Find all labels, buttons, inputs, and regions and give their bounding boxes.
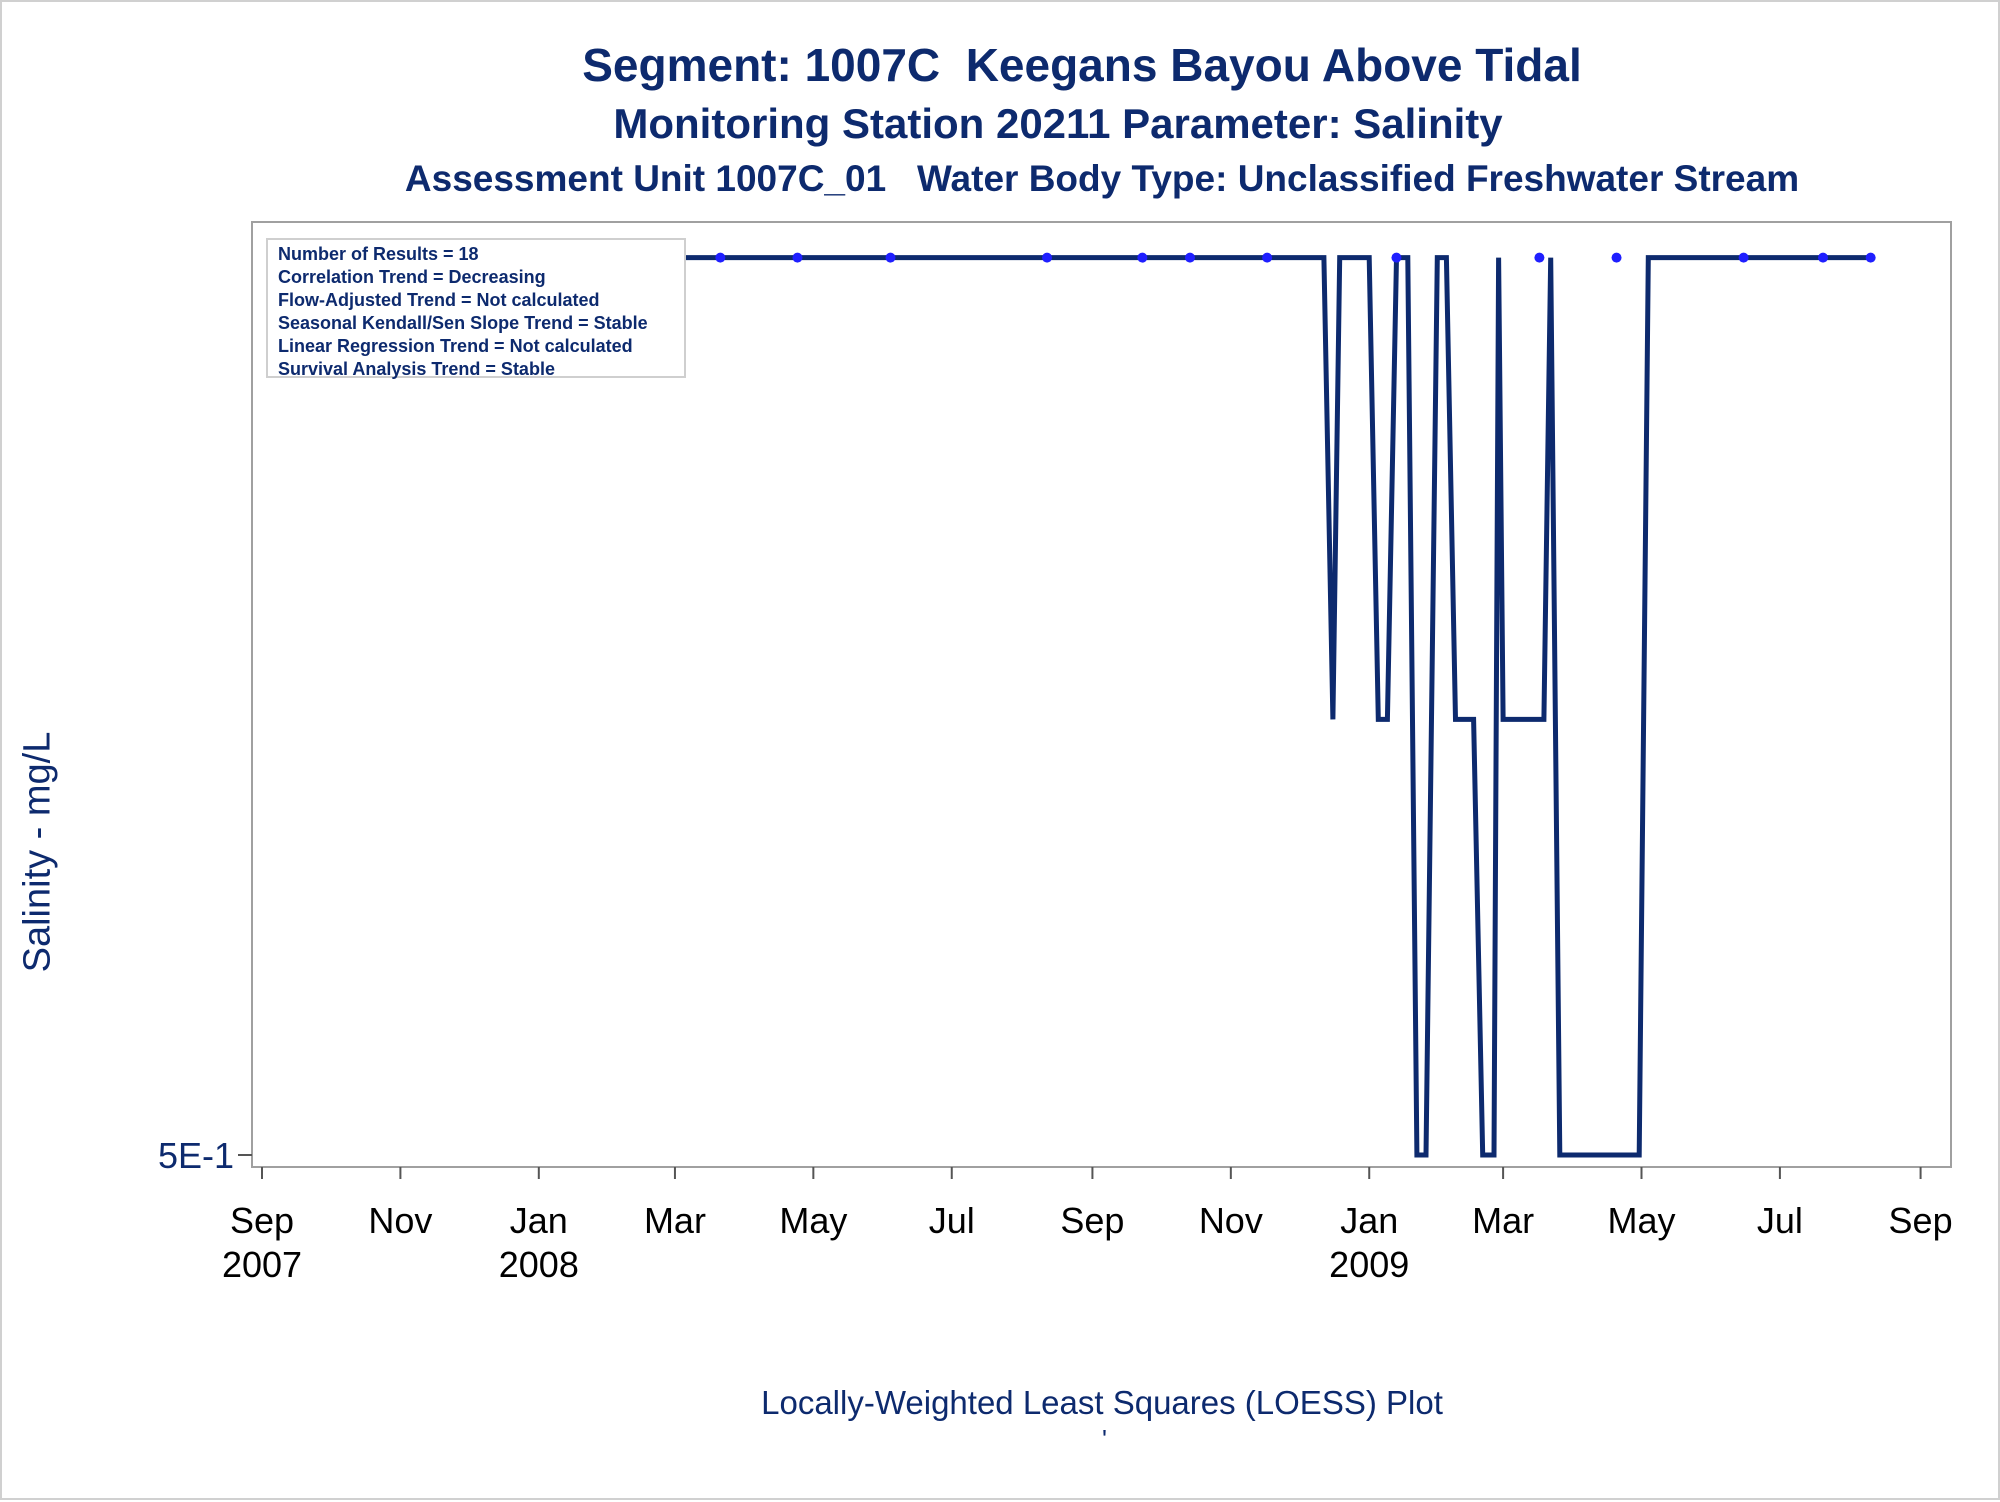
stats-line: Linear Regression Trend = Not calculated [278,336,633,356]
chart-subtitle-2: Assessment Unit 1007C_01 Water Body Type… [404,158,1800,199]
x-tick-label: Mar [644,1200,706,1241]
stats-line: Number of Results = 18 [278,244,479,264]
x-tick-label: Sep [230,1200,294,1241]
data-point [1184,252,1195,263]
stats-box: Number of Results = 18 Correlation Trend… [266,238,686,379]
x-tick-label: Jan [510,1200,568,1241]
x-tick-year-label: 2009 [1329,1244,1409,1285]
stats-line: Correlation Trend = Decreasing [278,267,546,287]
plot-border [251,221,1952,1168]
data-point [1818,252,1829,263]
data-point [1534,252,1545,263]
x-tick-label: Jan [1340,1200,1398,1241]
data-point [1391,252,1402,263]
loess-line [645,255,1871,1158]
x-tick-year-label: 2008 [499,1244,579,1285]
x-tick-label: Mar [1472,1200,1534,1241]
chart-subtitle: Monitoring Station 20211 Parameter: Sali… [613,100,1503,147]
data-point [885,252,896,263]
x-tick-label: Sep [1060,1200,1124,1241]
x-tick-label: Jul [929,1200,975,1241]
data-point [1865,252,1876,263]
x-tick-label: Nov [368,1200,432,1241]
x-tick-year-label: 2007 [222,1244,302,1285]
footnote-mark: ' [1102,1424,1107,1454]
data-point [715,252,726,263]
chart-title: Segment: 1007C Keegans Bayou Above Tidal [582,39,1582,91]
data-point [1611,252,1622,263]
stats-line: Seasonal Kendall/Sen Slope Trend = Stabl… [278,313,648,333]
x-tick-label: Sep [1889,1200,1953,1241]
data-point [792,252,803,263]
stats-line: Flow-Adjusted Trend = Not calculated [278,290,600,310]
x-tick-label: Nov [1199,1200,1263,1241]
y-tick-label: 5E-1 [158,1135,234,1176]
stats-line: Survival Analysis Trend = Stable [278,359,555,379]
x-tick-label: May [1607,1200,1675,1241]
x-tick-label: Jul [1757,1200,1803,1241]
x-tick-label: May [779,1200,847,1241]
footnote: Locally-Weighted Least Squares (LOESS) P… [761,1384,1443,1421]
data-point [1738,252,1749,263]
data-point [1042,252,1053,263]
data-point [1137,252,1148,263]
data-point [1262,252,1273,263]
